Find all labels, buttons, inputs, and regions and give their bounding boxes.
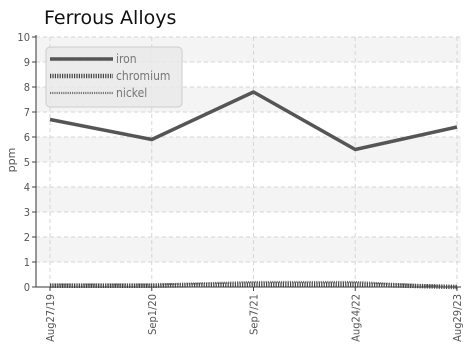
y-axis-label: ppm [5, 148, 18, 173]
y-tick-label: 6 [24, 131, 30, 144]
y-tick-label: 0 [24, 281, 30, 294]
chart-title: Ferrous Alloys [44, 7, 176, 29]
y-tick-label: 2 [24, 231, 30, 244]
legend-label-chromium: chromium [116, 69, 170, 83]
y-tick-label: 5 [24, 156, 30, 169]
x-tick-labels: Aug27/19 Sep1/20 Sep7/21 Aug24/22 Aug29/23 [44, 294, 464, 342]
series-line-iron [49, 90, 458, 152]
legend: iron chromium nickel [45, 46, 183, 108]
plot-band [36, 237, 461, 262]
axes [32, 35, 461, 291]
y-tick-label: 1 [24, 256, 30, 269]
series-lines [49, 90, 458, 290]
series-line-chromium [50, 282, 458, 290]
y-tick-label: 9 [24, 56, 30, 69]
y-tick-label: 7 [24, 106, 30, 119]
y-tick-label: 3 [24, 206, 30, 219]
y-tick-label: 4 [24, 181, 30, 194]
legend-label-iron: iron [116, 52, 137, 66]
y-tick-label: 10 [17, 31, 30, 44]
y-tick-label: 8 [24, 81, 30, 94]
y-tick-labels: 0 1 2 3 4 5 6 7 8 9 10 [17, 31, 30, 294]
legend-label-nickel: nickel [116, 86, 147, 100]
x-tick-label: Aug29/23 [451, 294, 464, 342]
x-tick-label: Sep7/21 [248, 294, 261, 335]
plot-band [36, 187, 461, 212]
x-tick-label: Aug24/22 [349, 294, 362, 342]
x-tick-label: Sep1/20 [146, 294, 159, 335]
x-tick-label: Aug27/19 [44, 294, 57, 342]
legend-box [45, 46, 183, 108]
